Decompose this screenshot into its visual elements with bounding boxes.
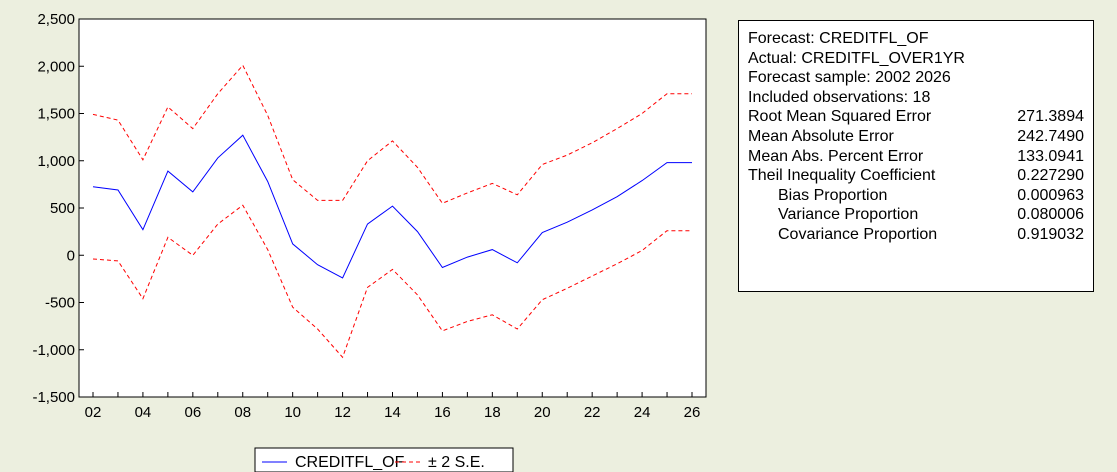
stat-value: 0.919032 — [1017, 225, 1084, 243]
stat-row-bias-proportion: Bias Proportion 0.000963 — [748, 186, 1093, 206]
x-tick-label: 24 — [634, 404, 651, 421]
legend-label-forecast: CREDITFL_OF — [295, 454, 405, 471]
y-tick-label: 2,000 — [37, 58, 75, 75]
y-tick-label: 1,500 — [37, 106, 75, 123]
stat-value: 0.080006 — [1017, 206, 1084, 224]
y-axis: 2,500 2,000 1,500 1,000 500 0 -500 -1,000 -1,500 — [32, 11, 84, 406]
stat-value: 0.000963 — [1017, 186, 1084, 204]
stat-value: 133.0941 — [1017, 147, 1084, 165]
stat-row-variance-proportion: Variance Proportion 0.080006 — [748, 205, 1093, 225]
x-tick-label: 22 — [584, 404, 601, 421]
stat-value: 242.7490 — [1017, 127, 1084, 145]
stat-row-covariance-proportion: Covariance Proportion 0.919032 — [748, 225, 1093, 245]
stat-label: Mean Abs. Percent Error — [748, 147, 924, 165]
stat-value: 0.227290 — [1017, 167, 1084, 185]
stat-row-mape: Mean Abs. Percent Error 133.0941 — [748, 147, 1093, 167]
x-tick-label: 16 — [434, 404, 451, 421]
stat-label: Covariance Proportion — [778, 225, 938, 243]
y-tick-label: -1,500 — [32, 389, 75, 406]
stats-actual-name: Actual: CREDITFL_OVER1YR — [748, 49, 965, 67]
legend: CREDITFL_OF ± 2 S.E. — [254, 447, 514, 472]
stats-included-observations: Included observations: 18 — [748, 88, 931, 106]
x-tick-label: 06 — [184, 404, 201, 421]
stat-label: Variance Proportion — [778, 206, 919, 224]
y-tick-label: -1,000 — [32, 342, 75, 359]
stat-row-mae: Mean Absolute Error 242.7490 — [748, 127, 1093, 147]
series-layer — [92, 64, 692, 359]
x-tick-label: 18 — [484, 404, 501, 421]
y-tick-label: 0 — [67, 247, 75, 264]
x-tick-label: 12 — [334, 404, 351, 421]
stat-value: 271.3894 — [1017, 108, 1084, 126]
stat-label: Root Mean Squared Error — [748, 108, 932, 126]
se-upper-line — [92, 64, 692, 204]
y-tick-label: 2,500 — [37, 11, 75, 28]
stat-row-theil: Theil Inequality Coefficient 0.227290 — [748, 166, 1093, 186]
legend-label-se-band: ± 2 S.E. — [428, 454, 485, 471]
stat-row-rmse: Root Mean Squared Error 271.3894 — [748, 107, 1093, 127]
plot-area — [78, 18, 707, 398]
stat-label: Theil Inequality Coefficient — [748, 167, 936, 185]
y-tick-label: 500 — [50, 200, 75, 217]
legend-box — [254, 447, 514, 472]
stats-forecast-name: Forecast: CREDITFL_OF — [748, 30, 929, 47]
stat-label: Mean Absolute Error — [748, 127, 894, 145]
x-tick-label: 14 — [384, 404, 401, 421]
x-tick-label: 04 — [135, 404, 152, 421]
x-tick-label: 02 — [85, 404, 102, 421]
forecast-line — [92, 134, 692, 279]
y-tick-label: -500 — [45, 295, 75, 312]
y-tick-label: 1,000 — [37, 153, 75, 170]
stat-label: Bias Proportion — [778, 186, 888, 204]
se-lower-line — [92, 204, 692, 359]
stats-forecast-sample: Forecast sample: 2002 2026 — [748, 69, 951, 87]
x-tick-label: 20 — [534, 404, 551, 421]
x-tick-label: 10 — [284, 404, 301, 421]
x-tick-label: 08 — [234, 404, 251, 421]
x-axis: 02 04 06 08 10 12 14 16 18 20 22 24 26 — [85, 392, 701, 421]
forecast-stats-box: Forecast: CREDITFL_OF Actual: CREDITFL_O… — [738, 20, 1094, 292]
x-tick-label: 26 — [684, 404, 701, 421]
